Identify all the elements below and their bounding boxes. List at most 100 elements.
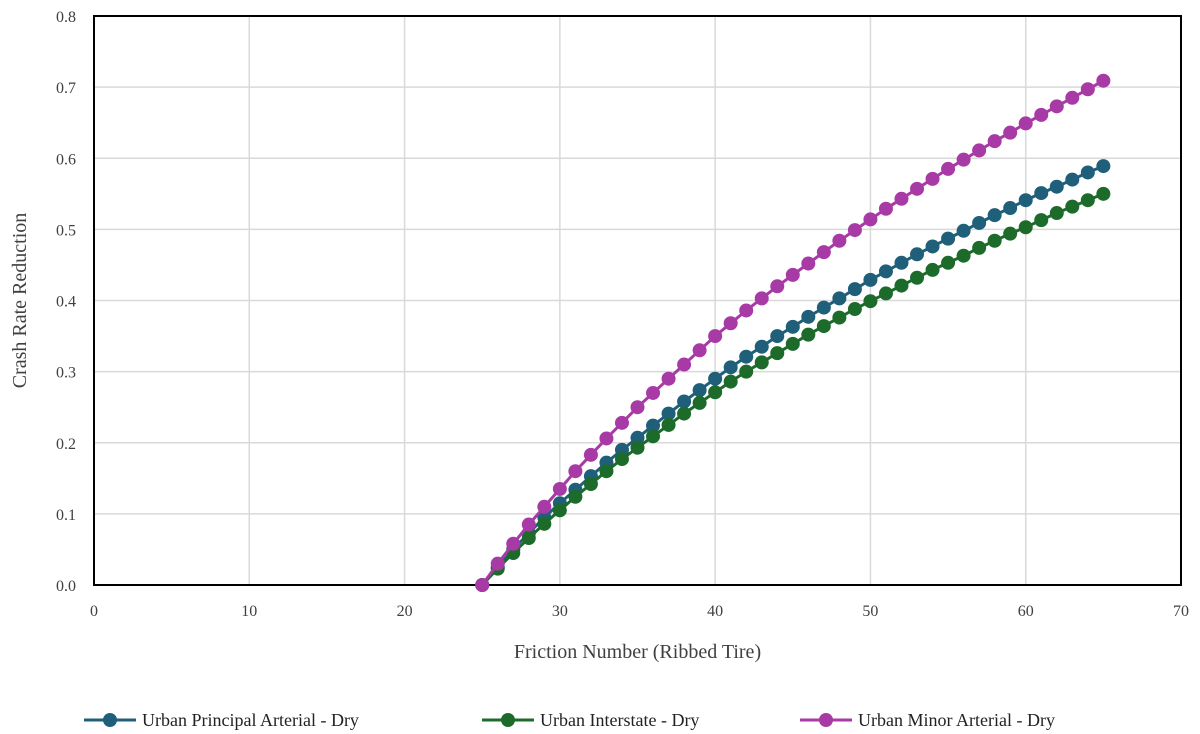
data-point [785, 319, 800, 334]
data-point [1049, 99, 1064, 114]
legend-item: Urban Minor Arterial - Dry [800, 710, 1055, 730]
data-point [739, 303, 754, 318]
data-point [878, 264, 893, 279]
data-point [490, 556, 505, 571]
x-tick-label: 0 [90, 603, 98, 620]
legend-label: Urban Interstate - Dry [540, 710, 699, 730]
data-point [847, 223, 862, 238]
data-point [739, 349, 754, 364]
data-point [521, 517, 536, 532]
data-point [941, 161, 956, 176]
legend-marker [501, 713, 515, 727]
x-tick-label: 10 [241, 603, 257, 620]
data-point [863, 272, 878, 287]
data-point [599, 464, 614, 479]
data-point [1065, 199, 1080, 214]
data-point [972, 240, 987, 255]
data-point [692, 343, 707, 358]
y-tick-label: 0.0 [56, 578, 76, 595]
data-point [739, 364, 754, 379]
data-point [646, 385, 661, 400]
x-tick-label: 40 [707, 603, 723, 620]
data-point [1080, 193, 1095, 208]
data-point [987, 233, 1002, 248]
data-point [754, 355, 769, 370]
data-point [692, 383, 707, 398]
data-point [832, 291, 847, 306]
y-tick-label: 0.7 [56, 80, 76, 97]
data-point [630, 440, 645, 455]
data-point [1065, 172, 1080, 187]
data-point [1018, 193, 1033, 208]
series-1 [475, 159, 1111, 592]
x-axis-ticks: 0 10 20 30 40 50 60 70 [90, 603, 1189, 620]
data-point [863, 212, 878, 227]
data-point [801, 309, 816, 324]
data-point [1003, 226, 1018, 241]
data-point [1034, 186, 1049, 201]
legend-label: Urban Minor Arterial - Dry [858, 710, 1055, 730]
data-point [910, 270, 925, 285]
series-3 [475, 73, 1111, 592]
y-tick-label: 0.8 [56, 9, 76, 26]
data-point [1096, 159, 1111, 174]
data-point [583, 477, 598, 492]
data-point [475, 578, 490, 592]
data-point [987, 208, 1002, 223]
data-point [708, 371, 723, 386]
data-point [832, 233, 847, 248]
data-point [878, 201, 893, 216]
data-point [630, 400, 645, 415]
data-point [816, 319, 831, 334]
legend-item: Urban Interstate - Dry [482, 710, 699, 730]
data-point [816, 300, 831, 315]
data-point [1049, 206, 1064, 221]
data-point [987, 134, 1002, 149]
data-point [847, 302, 862, 317]
data-point [1034, 107, 1049, 122]
data-point [506, 536, 521, 551]
y-axis-ticks: 0.0 0.1 0.2 0.3 0.4 0.5 0.6 0.7 0.8 [56, 9, 76, 595]
data-point [723, 316, 738, 331]
data-point [910, 247, 925, 262]
data-point [956, 248, 971, 263]
data-point [1018, 220, 1033, 235]
data-point [847, 282, 862, 297]
data-point [770, 346, 785, 361]
data-point [910, 181, 925, 196]
y-tick-label: 0.4 [56, 294, 76, 311]
data-point [956, 223, 971, 238]
data-point [723, 374, 738, 389]
legend-label: Urban Principal Arterial - Dry [142, 710, 359, 730]
data-point [552, 503, 567, 518]
data-point [801, 256, 816, 271]
data-point [661, 417, 676, 432]
data-point [925, 171, 940, 186]
data-point [801, 327, 816, 342]
x-tick-label: 60 [1018, 603, 1034, 620]
data-point [972, 215, 987, 230]
data-point [1034, 213, 1049, 228]
y-tick-label: 0.2 [56, 436, 76, 453]
data-point [941, 255, 956, 270]
legend-marker [103, 713, 117, 727]
data-point [646, 418, 661, 433]
data-point [972, 143, 987, 158]
x-axis-title: Friction Number (Ribbed Tire) [514, 641, 761, 663]
data-point [614, 415, 629, 430]
gridlines [93, 15, 1182, 586]
data-point [661, 371, 676, 386]
data-point [677, 394, 692, 409]
data-point [925, 239, 940, 254]
series-layer [475, 73, 1111, 592]
data-point [894, 191, 909, 206]
data-point [537, 499, 552, 514]
data-point [941, 231, 956, 246]
y-tick-label: 0.6 [56, 151, 76, 168]
y-axis-title: Crash Rate Reduction [9, 213, 31, 389]
data-point [925, 262, 940, 277]
y-tick-label: 0.5 [56, 222, 76, 239]
data-point [646, 429, 661, 444]
data-point [1065, 90, 1080, 105]
